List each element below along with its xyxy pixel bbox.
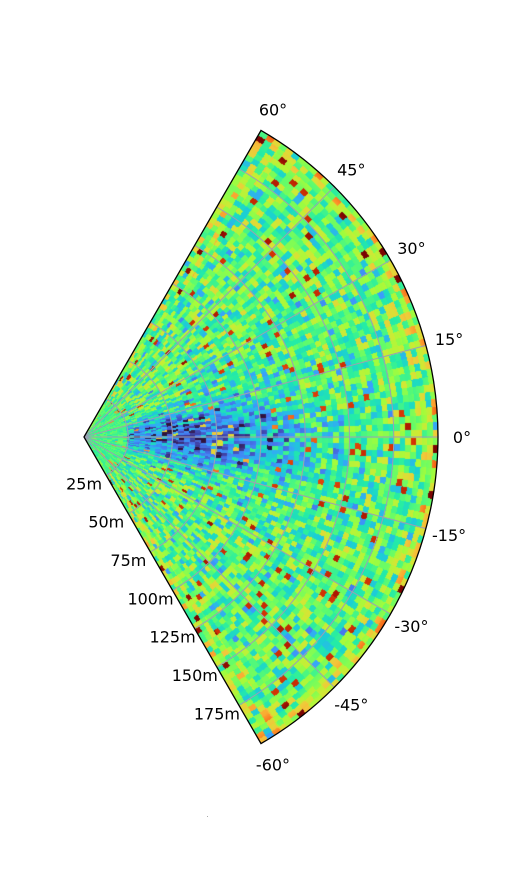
range-gridline	[238, 168, 395, 706]
angle-tick-label: 30°	[397, 239, 425, 258]
polar-grid	[83, 168, 438, 706]
angle-tick-label: -15°	[432, 526, 466, 545]
range-tick-label: 25m	[66, 474, 102, 493]
heatmap-field	[84, 130, 438, 744]
stray-mark	[207, 816, 208, 817]
angle-tick-label: -60°	[256, 755, 290, 774]
heatmap-image	[84, 130, 438, 744]
range-gridline	[216, 206, 350, 668]
range-gridline	[127, 359, 173, 515]
angle-tick-label: 45°	[337, 161, 365, 180]
sector-frame	[83, 129, 439, 745]
angle-tick-label: -45°	[334, 695, 368, 714]
range-gridline	[172, 283, 262, 591]
range-gridline	[150, 321, 218, 553]
range-tick-label: 100m	[127, 589, 173, 608]
range-tick-label: 50m	[88, 513, 124, 532]
angle-tick-label: -30°	[394, 617, 428, 636]
angle-tick-label: 60°	[259, 101, 287, 120]
range-gridline	[194, 244, 306, 630]
range-tick-label: 150m	[172, 666, 218, 685]
range-gridline	[105, 398, 129, 476]
range-tick-label: 75m	[110, 551, 146, 570]
range-tick-labels: 25m 50m 75m 100m 125m 150m 175m	[66, 474, 240, 723]
range-tick-label: 125m	[150, 628, 196, 647]
angle-tick-label: 15°	[435, 330, 463, 349]
angle-tick-label: 0°	[453, 428, 471, 447]
range-tick-label: 175m	[194, 704, 240, 723]
angle-tick-labels: 60° 45° 30° 15° 0° -15° -30° -45° -60°	[256, 101, 471, 775]
